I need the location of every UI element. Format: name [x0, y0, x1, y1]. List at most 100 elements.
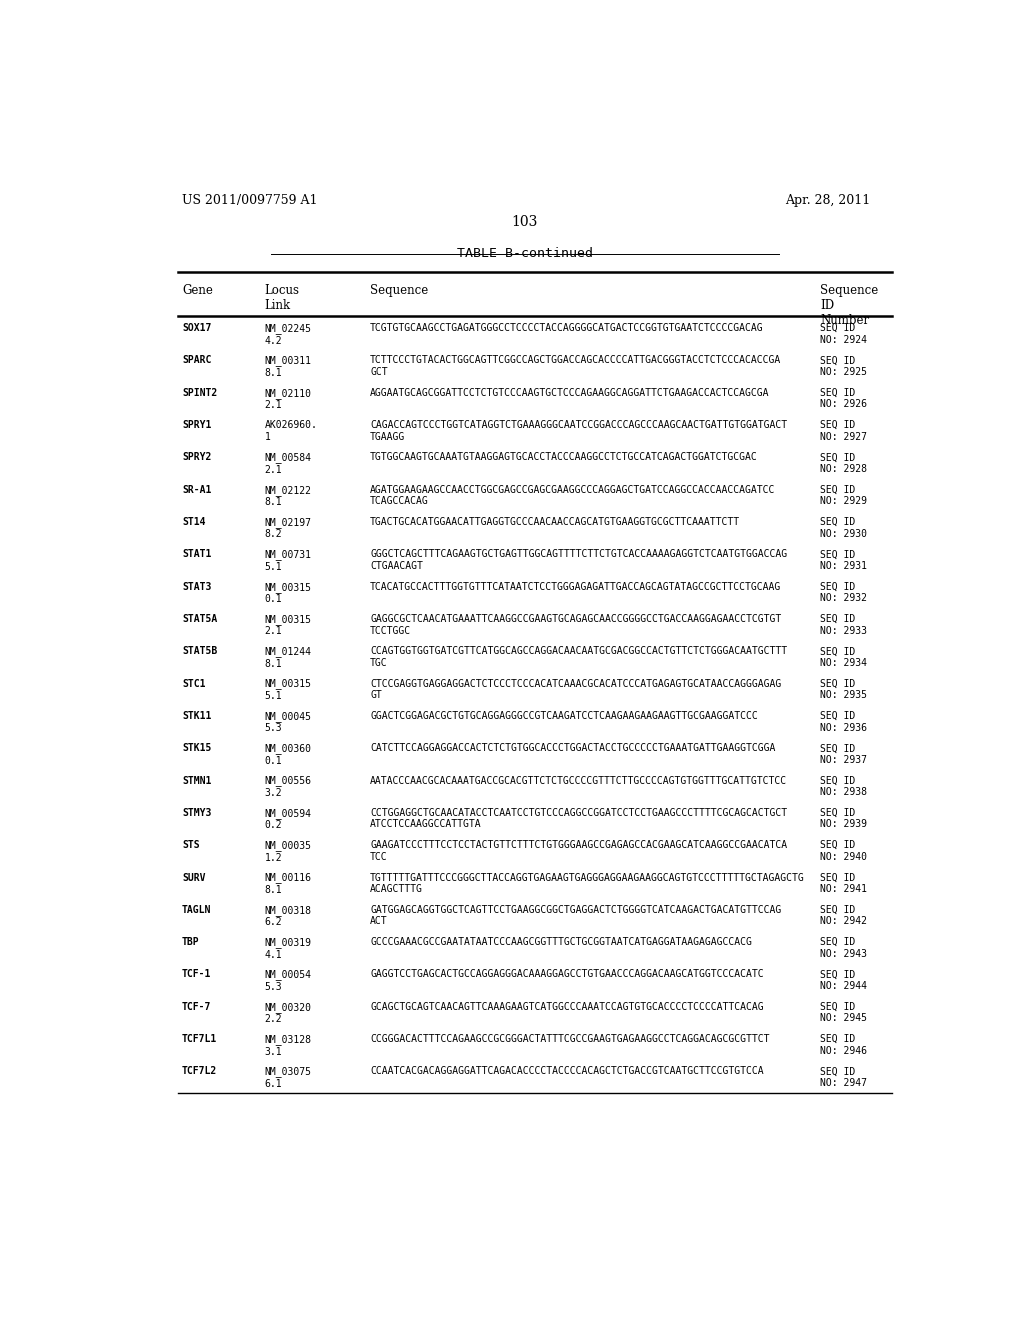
Text: CTCCGAGGTGAGGAGGACTCTCCCTCCCACATCAAACGCACATCCCATGAGAGTGCATAACCAGGGAGAG
GT: CTCCGAGGTGAGGAGGACTCTCCCTCCCACATCAAACGCA…	[370, 678, 781, 700]
Text: NM_00360
0.1: NM_00360 0.1	[264, 743, 311, 766]
Text: Sequence: Sequence	[370, 284, 428, 297]
Text: Sequence
ID
Number: Sequence ID Number	[820, 284, 879, 327]
Text: TABLE B-continued: TABLE B-continued	[457, 247, 593, 260]
Text: TCF-1: TCF-1	[182, 969, 211, 979]
Text: TGACTGCACATGGAACATTGAGGTGCCCAACAACCAGCATGTGAAGGTGCGCTTCAAATTCTT: TGACTGCACATGGAACATTGAGGTGCCCAACAACCAGCAT…	[370, 517, 740, 527]
Text: GCAGCTGCAGTCAACAGTTCAAAGAAGTCATGGCCCAAATCCAGTGTGCACCCCTCCCCATTCACAG: GCAGCTGCAGTCAACAGTTCAAAGAAGTCATGGCCCAAAT…	[370, 1002, 764, 1012]
Text: SR-A1: SR-A1	[182, 484, 211, 495]
Text: SEQ ID
NO: 2938: SEQ ID NO: 2938	[820, 776, 867, 797]
Text: NM_00035
1.2: NM_00035 1.2	[264, 841, 311, 863]
Text: ST14: ST14	[182, 517, 206, 527]
Text: CCAATCACGACAGGAGGATTCAGACACCCCTACCCCACAGCTCTGACCGTCAATGCTTCCGTGTCCA: CCAATCACGACAGGAGGATTCAGACACCCCTACCCCACAG…	[370, 1067, 764, 1076]
Text: TCF-7: TCF-7	[182, 1002, 211, 1012]
Text: US 2011/0097759 A1: US 2011/0097759 A1	[182, 194, 317, 207]
Text: TCACATGCCACTTTGGTGTTTCATAATCTCCTGGGAGAGATTGACCAGCAGTATAGCCGCTTCCTGCAAG: TCACATGCCACTTTGGTGTTTCATAATCTCCTGGGAGAGA…	[370, 582, 781, 591]
Text: NM_03128
3.1: NM_03128 3.1	[264, 1034, 311, 1056]
Text: SPRY1: SPRY1	[182, 420, 211, 430]
Text: NM_00054
5.3: NM_00054 5.3	[264, 969, 311, 993]
Text: NM_00318
6.2: NM_00318 6.2	[264, 904, 311, 928]
Text: GGACTCGGAGACGCTGTGCAGGAGGGCCGTCAAGATCCTCAAGAAGAAGAAGTTGCGAAGGATCCC: GGACTCGGAGACGCTGTGCAGGAGGGCCGTCAAGATCCTC…	[370, 711, 758, 721]
Text: SEQ ID
NO: 2926: SEQ ID NO: 2926	[820, 388, 867, 409]
Text: STMN1: STMN1	[182, 776, 211, 785]
Text: SEQ ID
NO: 2933: SEQ ID NO: 2933	[820, 614, 867, 635]
Text: SEQ ID
NO: 2936: SEQ ID NO: 2936	[820, 711, 867, 733]
Text: NM_02110
2.1: NM_02110 2.1	[264, 388, 311, 411]
Text: Apr. 28, 2011: Apr. 28, 2011	[784, 194, 870, 207]
Text: STS: STS	[182, 841, 200, 850]
Text: CAGACCAGTCCCTGGTCATAGGTCTGAAAGGGCAATCCGGACCCAGCCCAAGCAACTGATTGTGGATGACT
TGAAGG: CAGACCAGTCCCTGGTCATAGGTCTGAAAGGGCAATCCGG…	[370, 420, 787, 442]
Text: TCF7L2: TCF7L2	[182, 1067, 217, 1076]
Text: SPINT2: SPINT2	[182, 388, 217, 397]
Text: NM_00116
8.1: NM_00116 8.1	[264, 873, 311, 895]
Text: SPARC: SPARC	[182, 355, 211, 366]
Text: SEQ ID
NO: 2941: SEQ ID NO: 2941	[820, 873, 867, 894]
Text: SURV: SURV	[182, 873, 206, 883]
Text: NM_00556
3.2: NM_00556 3.2	[264, 776, 311, 799]
Text: STK11: STK11	[182, 711, 211, 721]
Text: NM_00594
0.2: NM_00594 0.2	[264, 808, 311, 830]
Text: NM_02122
8.1: NM_02122 8.1	[264, 484, 311, 507]
Text: NM_00311
8.1: NM_00311 8.1	[264, 355, 311, 378]
Text: NM_00315
5.1: NM_00315 5.1	[264, 678, 311, 701]
Text: SEQ ID
NO: 2935: SEQ ID NO: 2935	[820, 678, 867, 700]
Text: SEQ ID
NO: 2946: SEQ ID NO: 2946	[820, 1034, 867, 1056]
Text: AGATGGAAGAAGCCAACCTGGCGAGCCGAGCGAAGGCCCAGGAGCTGATCCAGGCCACCAACCAGATCC
TCAGCCACAG: AGATGGAAGAAGCCAACCTGGCGAGCCGAGCGAAGGCCCA…	[370, 484, 775, 507]
Text: NM_00319
4.1: NM_00319 4.1	[264, 937, 311, 960]
Text: SEQ ID
NO: 2929: SEQ ID NO: 2929	[820, 484, 867, 507]
Text: NM_03075
6.1: NM_03075 6.1	[264, 1067, 311, 1089]
Text: STAT5A: STAT5A	[182, 614, 217, 624]
Text: GAGGCGCTCAACATGAAATTCAAGGCCGAAGTGCAGAGCAACCGGGGCCTGACCAAGGAGAACCTCGTGT
TCCTGGC: GAGGCGCTCAACATGAAATTCAAGGCCGAAGTGCAGAGCA…	[370, 614, 781, 635]
Text: CCGGGACACTTTCCAGAAGCCGCGGGACTATTTCGCCGAAGTGAGAAGGCCTCAGGACAGCGCGTTCT: CCGGGACACTTTCCAGAAGCCGCGGGACTATTTCGCCGAA…	[370, 1034, 770, 1044]
Text: STAT3: STAT3	[182, 582, 211, 591]
Text: NM_01244
8.1: NM_01244 8.1	[264, 647, 311, 669]
Text: SEQ ID
NO: 2945: SEQ ID NO: 2945	[820, 1002, 867, 1023]
Text: TCGTGTGCAAGCCTGAGATGGGCCTCCCCTACCAGGGGCATGACTCCGGTGTGAATCTCCCCGACAG: TCGTGTGCAAGCCTGAGATGGGCCTCCCCTACCAGGGGCA…	[370, 323, 764, 333]
Text: GATGGAGCAGGTGGCTCAGTTCCTGAAGGCGGCTGAGGACTCTGGGGTCATCAAGACTGACATGTTCCAG
ACT: GATGGAGCAGGTGGCTCAGTTCCTGAAGGCGGCTGAGGAC…	[370, 904, 781, 927]
Text: NM_00731
5.1: NM_00731 5.1	[264, 549, 311, 572]
Text: NM_02245
4.2: NM_02245 4.2	[264, 323, 311, 346]
Text: TCF7L1: TCF7L1	[182, 1034, 217, 1044]
Text: SEQ ID
NO: 2940: SEQ ID NO: 2940	[820, 841, 867, 862]
Text: GGGCTCAGCTTTCAGAAGTGCTGAGTTGGCAGTTTTCTTCTGTCACCAAAAGAGGTCTCAATGTGGACCAG
CTGAACAG: GGGCTCAGCTTTCAGAAGTGCTGAGTTGGCAGTTTTCTTC…	[370, 549, 787, 572]
Text: NM_02197
8.2: NM_02197 8.2	[264, 517, 311, 540]
Text: STAT5B: STAT5B	[182, 647, 217, 656]
Text: SOX17: SOX17	[182, 323, 211, 333]
Text: 103: 103	[512, 215, 538, 230]
Text: SEQ ID
NO: 2928: SEQ ID NO: 2928	[820, 453, 867, 474]
Text: GCCCGAAACGCCGAATATAATCCCAAGCGGTTTGCTGCGGTAATCATGAGGATAAGAGAGCCACG: GCCCGAAACGCCGAATATAATCCCAAGCGGTTTGCTGCGG…	[370, 937, 752, 948]
Text: TCTTCCCTGTACACTGGCAGTTCGGCCAGCTGGACCAGCACCCCATTGACGGGTACCTCTCCCACACCGA
GCT: TCTTCCCTGTACACTGGCAGTTCGGCCAGCTGGACCAGCA…	[370, 355, 781, 378]
Text: SEQ ID
NO: 2931: SEQ ID NO: 2931	[820, 549, 867, 572]
Text: SEQ ID
NO: 2932: SEQ ID NO: 2932	[820, 582, 867, 603]
Text: CCTGGAGGCTGCAACATACCTCAATCCTGTCCCAGGCCGGATCCTCCTGAAGCCCTTTTCGCAGCACTGCT
ATCCTCCA: CCTGGAGGCTGCAACATACCTCAATCCTGTCCCAGGCCGG…	[370, 808, 787, 829]
Text: Gene: Gene	[182, 284, 213, 297]
Text: STK15: STK15	[182, 743, 211, 754]
Text: CATCTTCCAGGAGGACCACTCTCTGTGGCACCCTGGACTACCTGCCCCCTGAAATGATTGAAGGTCGGA: CATCTTCCAGGAGGACCACTCTCTGTGGCACCCTGGACTA…	[370, 743, 775, 754]
Text: SEQ ID
NO: 2944: SEQ ID NO: 2944	[820, 969, 867, 991]
Text: NM_00045
5.3: NM_00045 5.3	[264, 711, 311, 734]
Text: SPRY2: SPRY2	[182, 453, 211, 462]
Text: SEQ ID
NO: 2925: SEQ ID NO: 2925	[820, 355, 867, 378]
Text: SEQ ID
NO: 2930: SEQ ID NO: 2930	[820, 517, 867, 539]
Text: SEQ ID
NO: 2934: SEQ ID NO: 2934	[820, 647, 867, 668]
Text: SEQ ID
NO: 2943: SEQ ID NO: 2943	[820, 937, 867, 958]
Text: SEQ ID
NO: 2942: SEQ ID NO: 2942	[820, 904, 867, 927]
Text: NM_00584
2.1: NM_00584 2.1	[264, 453, 311, 475]
Text: SEQ ID
NO: 2937: SEQ ID NO: 2937	[820, 743, 867, 764]
Text: TGTTTTTGATTTCCCGGGCTTACCAGGTGAGAAGTGAGGGAGGAAGAAGGCAGTGTCCCTTTTTGCTAGAGCTG
ACAGC: TGTTTTTGATTTCCCGGGCTTACCAGGTGAGAAGTGAGGG…	[370, 873, 805, 894]
Text: AK026960.
1: AK026960. 1	[264, 420, 317, 442]
Text: Locus
Link: Locus Link	[264, 284, 299, 313]
Text: AATACCCAACGCACAAATGACCGCACGTTCTCTGCCCCGTTTCTTGCCCCAGTGTGGTTTGCATTGTCTCC: AATACCCAACGCACAAATGACCGCACGTTCTCTGCCCCGT…	[370, 776, 787, 785]
Text: STC1: STC1	[182, 678, 206, 689]
Text: GAGGTCCTGAGCACTGCCAGGAGGGACAAAGGAGCCTGTGAACCCAGGACAAGCATGGTCCCACATC: GAGGTCCTGAGCACTGCCAGGAGGGACAAAGGAGCCTGTG…	[370, 969, 764, 979]
Text: CCAGTGGTGGTGATCGTTCATGGCAGCCAGGACAACAATGCGACGGCCACTGTTCTCTGGGACAATGCTTT
TGC: CCAGTGGTGGTGATCGTTCATGGCAGCCAGGACAACAATG…	[370, 647, 787, 668]
Text: NM_00320
2.2: NM_00320 2.2	[264, 1002, 311, 1024]
Text: GAAGATCCCTTTCCTCCTACTGTTCTTTCTGTGGGAAGCCGAGAGCCACGAAGCATCAAGGCCGAACATCA
TCC: GAAGATCCCTTTCCTCCTACTGTTCTTTCTGTGGGAAGCC…	[370, 841, 787, 862]
Text: SEQ ID
NO: 2947: SEQ ID NO: 2947	[820, 1067, 867, 1088]
Text: NM_00315
0.1: NM_00315 0.1	[264, 582, 311, 605]
Text: AGGAATGCAGCGGATTCCTCTGTCCCAAGTGCTCCCAGAAGGCAGGATTCTGAAGACCACTCCAGCGA: AGGAATGCAGCGGATTCCTCTGTCCCAAGTGCTCCCAGAA…	[370, 388, 770, 397]
Text: STAT1: STAT1	[182, 549, 211, 560]
Text: TAGLN: TAGLN	[182, 904, 211, 915]
Text: STMY3: STMY3	[182, 808, 211, 818]
Text: SEQ ID
NO: 2924: SEQ ID NO: 2924	[820, 323, 867, 345]
Text: TBP: TBP	[182, 937, 200, 948]
